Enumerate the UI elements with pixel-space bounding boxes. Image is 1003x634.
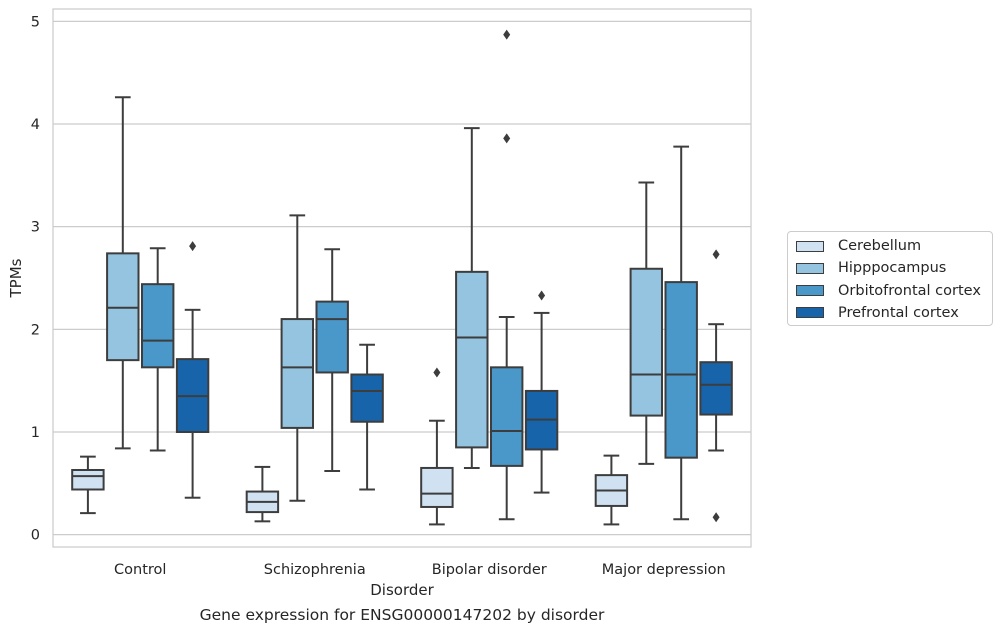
legend-label: Prefrontal cortex xyxy=(838,304,959,321)
box-group xyxy=(489,29,524,521)
legend-item: Hipppocampus xyxy=(796,258,946,278)
legend-swatch xyxy=(796,285,824,297)
box-group xyxy=(106,96,140,450)
outlier-point xyxy=(189,241,197,252)
legend-label: Cerebellum xyxy=(838,238,922,254)
box-group xyxy=(524,290,559,494)
box xyxy=(106,252,140,362)
y-tick-label: 1 xyxy=(31,425,40,441)
legend-label: Orbitofrontal cortex xyxy=(838,282,981,299)
box xyxy=(71,468,105,491)
y-tick-label: 2 xyxy=(31,322,40,338)
y-tick-label: 4 xyxy=(31,117,40,133)
outlier-point xyxy=(712,249,720,260)
y-tick-labels: 0 1 2 3 4 5 xyxy=(31,14,40,543)
x-tick-label: Control xyxy=(114,562,166,578)
box-group xyxy=(315,248,349,473)
x-tick-label: Schizophrenia xyxy=(264,562,366,578)
legend-swatch xyxy=(796,262,824,274)
y-axis-label: TPMs xyxy=(7,258,25,298)
box xyxy=(315,300,349,374)
box-group xyxy=(140,247,175,452)
box-group xyxy=(175,241,210,499)
box xyxy=(420,466,454,508)
x-tick-label: Major depression xyxy=(602,562,726,578)
box-group xyxy=(455,127,489,469)
outlier-point xyxy=(712,512,720,523)
legend-item: Prefrontal cortex xyxy=(796,303,959,323)
box xyxy=(455,270,489,449)
legend-item: Orbitofrontal cortex xyxy=(796,281,981,301)
box-group xyxy=(594,454,629,526)
chart-caption: Gene expression for ENSG00000147202 by d… xyxy=(199,606,605,624)
box-group xyxy=(420,367,454,526)
outlier-point xyxy=(538,290,546,301)
box-group xyxy=(629,181,664,465)
legend-swatch xyxy=(796,240,824,252)
y-tick-label: 0 xyxy=(31,528,40,544)
x-tick-labels: Control Schizophrenia Bipolar disorder Majo… xyxy=(114,562,726,578)
box-group xyxy=(245,465,280,523)
box xyxy=(350,373,384,423)
y-tick-label: 5 xyxy=(31,14,40,30)
box-group xyxy=(664,145,698,521)
outlier-point xyxy=(503,133,511,144)
box xyxy=(664,281,698,459)
box xyxy=(489,366,524,467)
box xyxy=(699,361,733,416)
box xyxy=(140,283,175,369)
outlier-point xyxy=(503,29,511,40)
legend-item: Cerebellum xyxy=(796,236,921,256)
legend-swatch xyxy=(796,307,824,319)
boxes xyxy=(71,29,733,526)
box xyxy=(629,267,664,417)
box-group xyxy=(350,343,384,491)
box-group xyxy=(71,455,105,515)
box-group xyxy=(280,214,315,502)
box xyxy=(280,318,315,429)
x-tick-label: Bipolar disorder xyxy=(432,562,547,578)
y-tick-label: 3 xyxy=(31,220,40,236)
x-axis-label: Disorder xyxy=(370,581,434,599)
box-group xyxy=(699,249,733,523)
outlier-point xyxy=(433,367,441,378)
legend: Cerebellum Hipppocampus Orbitofrontal cort… xyxy=(787,231,993,326)
legend-label: Hipppocampus xyxy=(838,260,947,277)
